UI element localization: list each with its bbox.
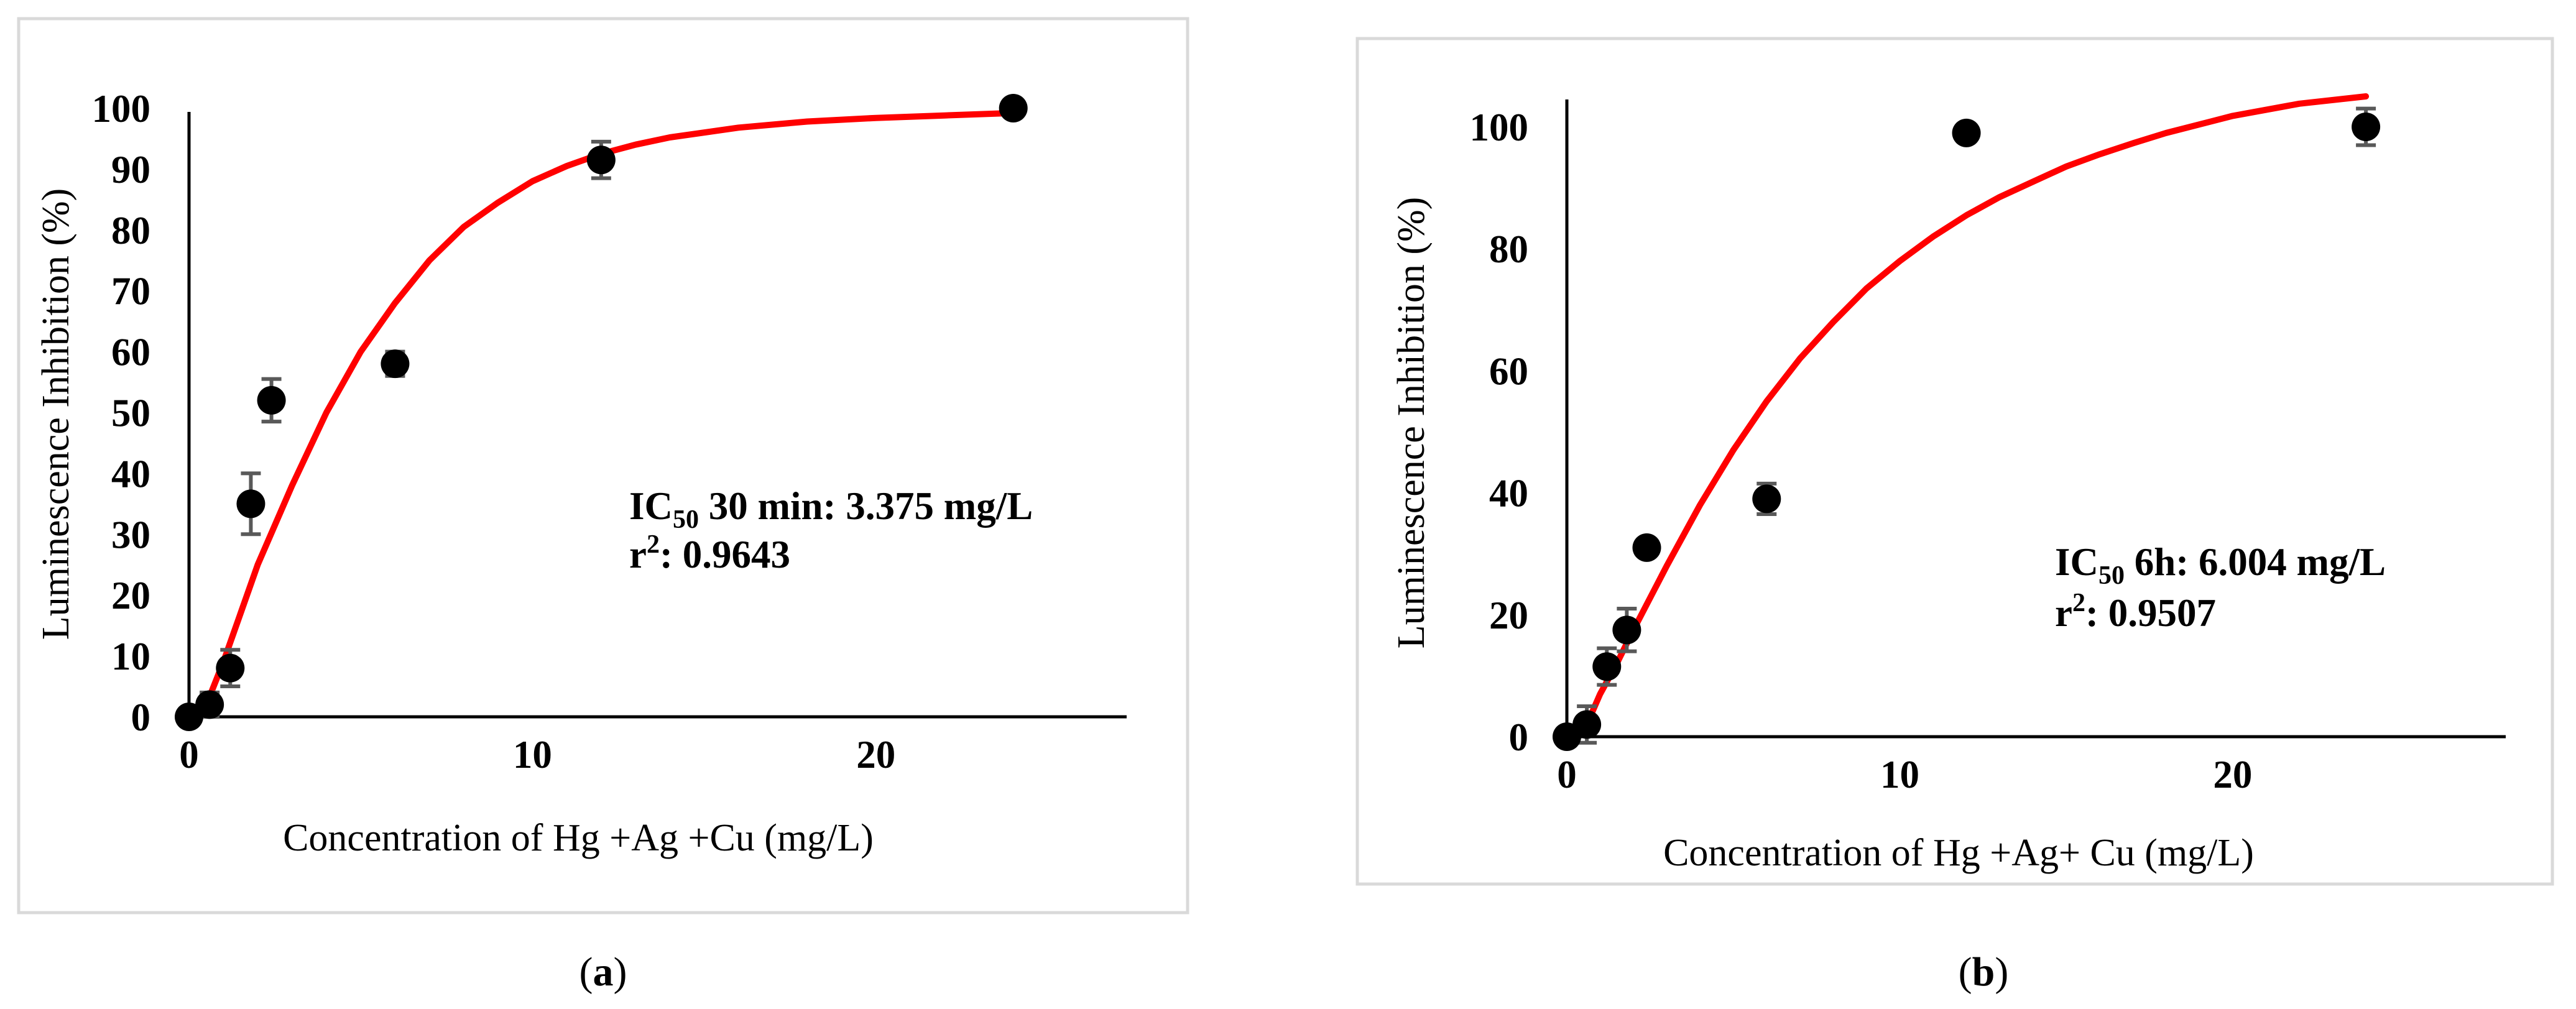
x-tick-label: 20 bbox=[856, 733, 895, 776]
data-point bbox=[236, 489, 265, 518]
x-tick-label: 0 bbox=[1557, 753, 1577, 796]
y-tick-label: 50 bbox=[111, 392, 150, 435]
data-point bbox=[1632, 533, 1661, 562]
y-tick-label: 10 bbox=[111, 635, 150, 678]
data-point bbox=[586, 145, 616, 175]
panel-b-x-tick-labels: 0 10 20 bbox=[1557, 753, 2252, 796]
panel-b-fit-curve bbox=[1584, 93, 2370, 728]
data-point bbox=[999, 94, 1028, 122]
data-point bbox=[1612, 615, 1641, 645]
y-tick-label: 60 bbox=[1489, 349, 1528, 393]
panel-a-x-axis-title: Concentration of Hg +Ag +Cu (mg/L) bbox=[283, 817, 874, 859]
panel-b-y-tick-labels: 0 20 40 60 80 100 bbox=[1470, 106, 1529, 759]
data-point bbox=[175, 703, 203, 731]
panel-b-frame bbox=[1355, 37, 2554, 886]
data-point bbox=[1572, 710, 1602, 739]
panel-b-data-points bbox=[1553, 113, 2381, 751]
chart-panel-b: 0 20 40 60 80 100 0 10 20 Luminescence Inhibiti… bbox=[1355, 37, 2554, 995]
data-point bbox=[1752, 484, 1781, 514]
y-tick-label: 0 bbox=[1509, 716, 1529, 759]
y-tick-label: 100 bbox=[1470, 106, 1529, 149]
data-point bbox=[1592, 652, 1622, 681]
data-point bbox=[216, 653, 245, 683]
data-point bbox=[195, 690, 224, 719]
panel-a-ic50-annotation: IC50 30 min: 3.375 mg/L bbox=[629, 484, 1033, 534]
panel-a-x-tick-labels: 0 10 20 bbox=[179, 733, 895, 776]
y-tick-label: 80 bbox=[1489, 228, 1528, 271]
y-tick-label: 90 bbox=[111, 148, 150, 191]
panel-a-data-points bbox=[175, 94, 1028, 731]
y-tick-label: 100 bbox=[92, 87, 151, 131]
x-tick-label: 20 bbox=[2213, 753, 2252, 796]
y-tick-label: 40 bbox=[111, 452, 150, 495]
panel-b-ic50-annotation: IC50 6h: 6.004 mg/L bbox=[2055, 540, 2386, 590]
panel-b-x-axis-title: Concentration of Hg +Ag+ Cu (mg/L) bbox=[1663, 832, 2254, 874]
y-tick-label: 80 bbox=[111, 209, 150, 252]
panel-b-r2-annotation: r2: 0.9507 bbox=[2055, 589, 2216, 635]
x-tick-label: 10 bbox=[513, 733, 552, 776]
y-tick-label: 20 bbox=[1489, 594, 1528, 637]
panel-a-label: (a) bbox=[579, 949, 627, 995]
data-point bbox=[257, 385, 286, 415]
data-point bbox=[2352, 113, 2381, 142]
data-point bbox=[381, 349, 410, 379]
x-tick-label: 10 bbox=[1880, 753, 1919, 796]
panel-b-y-axis-title: Luminescence Inhibition (%) bbox=[1390, 197, 1433, 649]
y-tick-label: 60 bbox=[111, 331, 150, 374]
y-tick-label: 40 bbox=[1489, 472, 1528, 515]
panel-a-r2-annotation: r2: 0.9643 bbox=[629, 530, 790, 576]
y-tick-label: 30 bbox=[111, 513, 150, 556]
panel-a-y-axis-title: Luminescence Inhibition (%) bbox=[35, 188, 77, 640]
y-tick-label: 70 bbox=[111, 270, 150, 313]
x-tick-label: 0 bbox=[179, 733, 199, 776]
chart-panel-a: 0 10 20 30 40 50 60 70 80 90 100 0 10 20 Luminescenc… bbox=[17, 17, 1189, 995]
data-point bbox=[1952, 118, 1981, 147]
panel-b-label: (b) bbox=[1959, 949, 2009, 995]
y-tick-label: 20 bbox=[111, 574, 150, 617]
panel-a-fit-curve bbox=[200, 109, 1017, 717]
panel-a-y-tick-labels: 0 10 20 30 40 50 60 70 80 90 100 bbox=[92, 87, 151, 739]
y-tick-label: 0 bbox=[131, 696, 151, 739]
